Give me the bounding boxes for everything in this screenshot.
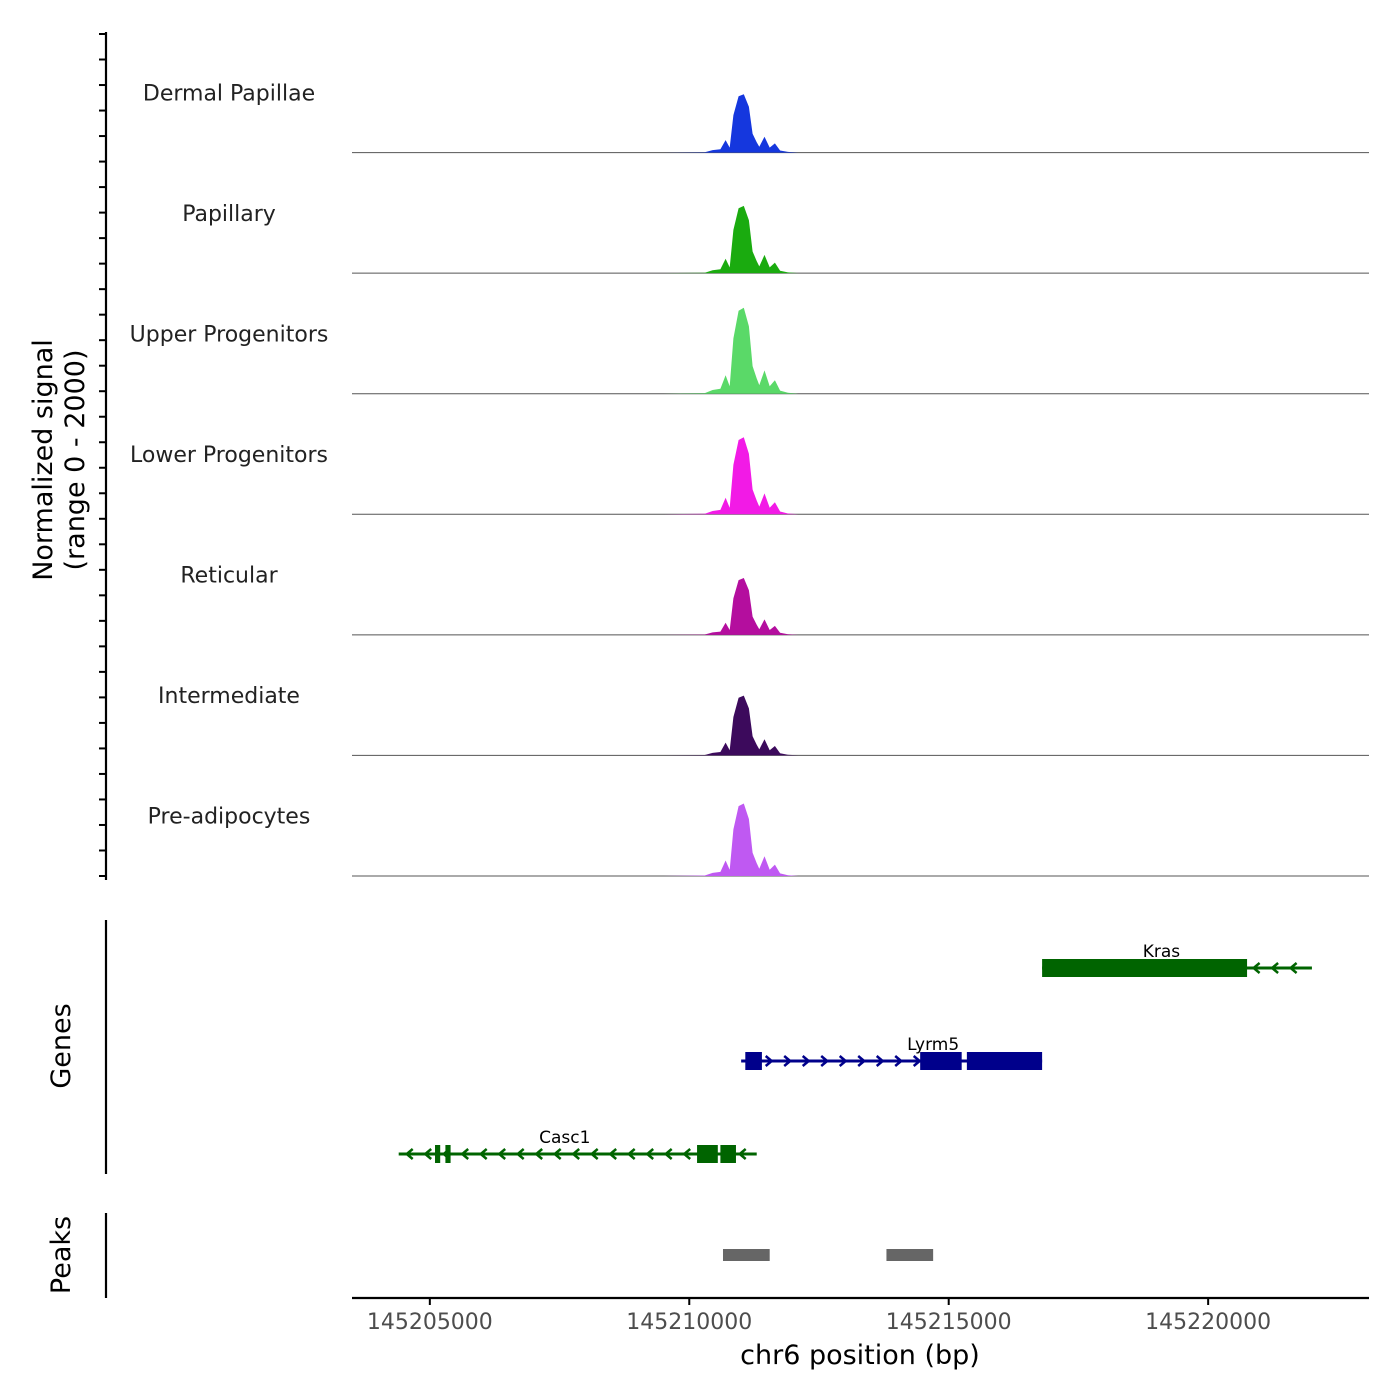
strand-arrow [838, 1055, 848, 1067]
track-label: Upper Progenitors [130, 322, 329, 347]
strand-arrow [783, 1055, 793, 1067]
gene-exon [720, 1145, 736, 1163]
gene-exon [745, 1052, 762, 1070]
gene-annotations: Kras Lyrm5 Casc1 [398, 942, 1312, 1163]
coverage-tracks: Dermal Papillae Papillary Upper Progenitor… [130, 81, 1369, 877]
gene-exon [445, 1145, 451, 1163]
strand-arrow [515, 1148, 525, 1160]
peaks-track-label: Peaks [46, 1216, 77, 1294]
coverage-area [637, 803, 845, 876]
strand-arrow [626, 1148, 636, 1160]
gene-exon [920, 1052, 962, 1070]
strand-arrow [608, 1148, 618, 1160]
gene-exon [435, 1145, 441, 1163]
strand-arrow [764, 1055, 774, 1067]
x-tick-label: 145215000 [886, 1310, 1012, 1335]
strand-arrow [1251, 962, 1261, 974]
y-axis-title-line1: Normalized signal [28, 339, 59, 581]
strand-arrow [423, 1148, 433, 1160]
strand-arrow [552, 1148, 562, 1160]
x-tick-label: 145210000 [626, 1310, 752, 1335]
x-axis-title: chr6 position (bp) [740, 1340, 980, 1371]
track-label: Lower Progenitors [130, 443, 328, 468]
strand-arrow [663, 1148, 673, 1160]
strand-arrow [801, 1055, 811, 1067]
strand-arrow [497, 1148, 507, 1160]
gene-name-label: Kras [1143, 942, 1181, 962]
strand-arrow [645, 1148, 655, 1160]
coverage-area [637, 205, 845, 274]
strand-arrow [737, 1148, 747, 1160]
coverage-area [637, 307, 845, 394]
strand-arrow [857, 1055, 867, 1067]
y-axis-title-line2: (range 0 - 2000) [60, 350, 91, 571]
strand-arrow [478, 1148, 488, 1160]
peak-bar [886, 1249, 934, 1261]
strand-arrow [894, 1055, 904, 1067]
track-label: Papillary [182, 202, 276, 227]
coverage-area [637, 578, 845, 635]
strand-arrow [875, 1055, 885, 1067]
coverage-y-ticks [99, 33, 106, 877]
coverage-area [637, 94, 845, 153]
strand-arrow [912, 1055, 922, 1067]
gene-exon [1042, 959, 1248, 977]
gene-name-label: Casc1 [539, 1128, 590, 1148]
strand-arrow [404, 1148, 414, 1160]
x-axis-ticks: 145205000 145210000 145215000 145220000 [367, 1298, 1271, 1335]
track-label: Intermediate [158, 684, 300, 709]
gene-name-label: Lyrm5 [907, 1035, 959, 1055]
strand-arrow [820, 1055, 830, 1067]
x-tick-label: 145220000 [1145, 1310, 1271, 1335]
coverage-area [637, 437, 845, 515]
track-label: Reticular [180, 564, 278, 589]
track-label: Dermal Papillae [143, 81, 315, 106]
x-tick-label: 145205000 [367, 1310, 493, 1335]
strand-arrow [589, 1148, 599, 1160]
gene-exon [966, 1052, 1043, 1070]
genes-track-label: Genes [46, 1003, 77, 1088]
peak-bar [722, 1249, 770, 1261]
peak-regions [722, 1249, 934, 1261]
strand-arrow [682, 1148, 692, 1160]
strand-arrow [1270, 962, 1279, 974]
strand-arrow [534, 1148, 544, 1160]
track-label: Pre-adipocytes [148, 805, 311, 830]
gene-exon [697, 1145, 718, 1163]
strand-arrow [460, 1148, 470, 1160]
strand-arrow [1288, 962, 1298, 974]
strand-arrow [571, 1148, 581, 1160]
coverage-area [637, 695, 845, 756]
